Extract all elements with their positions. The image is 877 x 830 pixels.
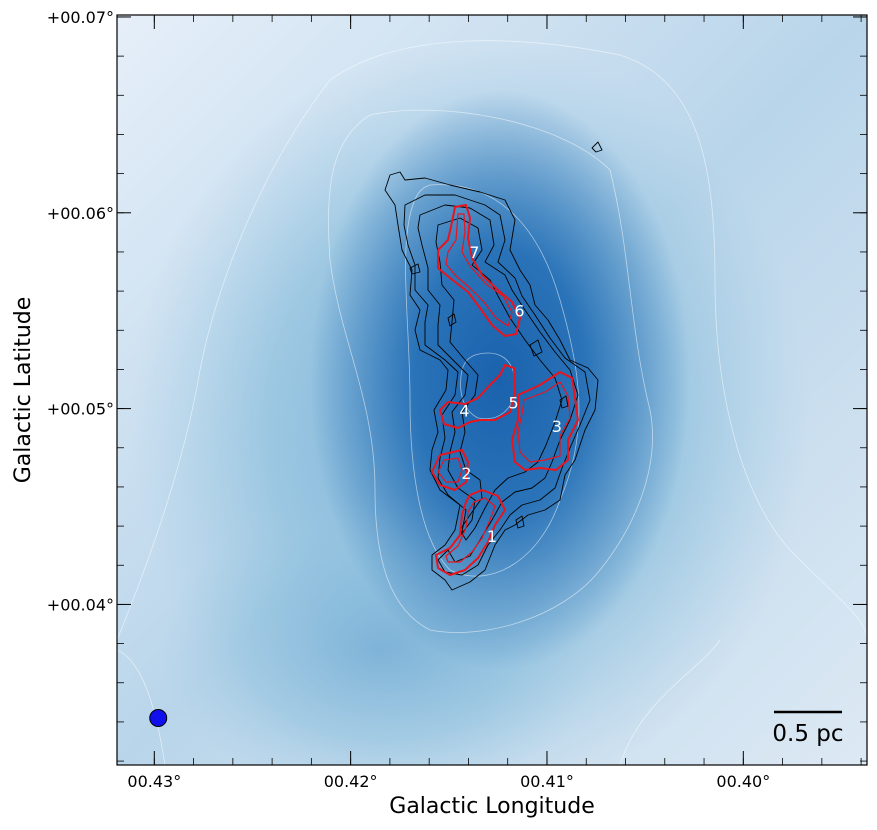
y-tick-label: +00.06° [47,204,114,223]
core-labels: 1 2 3 4 5 6 7 [459,243,561,546]
plot-area: 1 2 3 4 5 6 7 0.5 pc [117,15,867,765]
structure-contour-island-b [447,313,457,327]
x-tick-label: 00.43° [127,772,181,791]
core-contour-1-inner [445,497,496,563]
core-label-1: 1 [487,527,497,546]
core-contour-2 [431,449,469,491]
structure-contour-4 [435,217,563,541]
core-contours [431,204,579,576]
core-label-3: 3 [552,417,562,436]
structure-contour-island-a [591,141,603,153]
plot-frame [116,14,868,766]
heatmap-peak-emission [310,90,690,670]
axis-ticks: 00.43° 00.42° 00.41° 00.40° +00.07° +00.06° +0… [47,8,867,791]
beam-ellipse [149,709,168,728]
core-contour-7-6-inner [445,213,513,327]
x-tick-label: 00.41° [520,772,574,791]
core-contour-1 [435,489,506,576]
y-tick-label: +00.04° [47,595,114,614]
core-label-6: 6 [514,302,524,321]
structure-contour-2 [403,194,591,576]
structure-contour-island-f [559,395,569,409]
core-contour-5-4 [439,364,516,429]
core-contour-2-inner [437,457,463,483]
structure-contour-island-e [515,515,525,529]
background-contour-core [460,352,516,420]
scale-bar: 0.5 pc [772,710,844,747]
background-contour-outer [117,40,867,641]
structure-contour-island-c [409,263,421,275]
background-contour-lower-left [117,649,166,765]
structure-contour-island-d [529,339,543,357]
x-tick-label: 00.42° [324,772,378,791]
core-contour-7-6 [437,204,521,337]
x-axis-title: Galactic Longitude [389,794,594,819]
core-contour-3-inner [517,381,571,463]
core-label-4: 4 [459,402,469,421]
x-tick-label: 00.40° [716,772,770,791]
background-contours [117,40,867,765]
y-tick-label: +00.07° [47,8,114,27]
y-tick-label: +00.05° [47,400,114,419]
core-label-5: 5 [509,394,519,413]
core-label-7: 7 [469,243,479,262]
y-axis-title: Galactic Latitude [11,297,36,484]
core-label-2: 2 [461,464,471,483]
background-contour-middle [328,109,653,633]
structure-contour-1 [384,171,599,591]
core-contour-3 [511,371,579,471]
background-contour-lower-right [619,639,721,765]
background-contour-inner [405,184,580,577]
scale-bar-label: 0.5 pc [772,721,843,747]
